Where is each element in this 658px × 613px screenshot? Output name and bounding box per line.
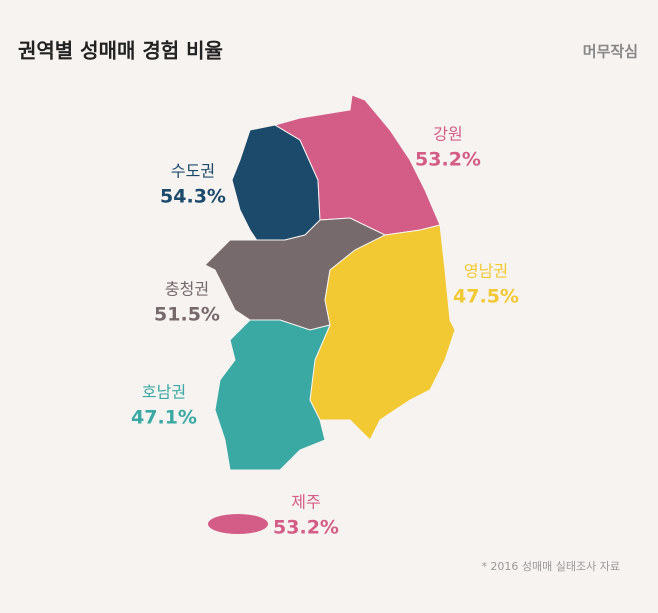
region-name: 수도권	[171, 162, 215, 181]
region-name: 강원	[433, 125, 462, 144]
region-name: 영남권	[464, 262, 508, 281]
region-value: 53.2%	[415, 149, 481, 171]
region-shape	[214, 319, 331, 471]
region-value: 47.5%	[453, 286, 519, 308]
region-name: 호남권	[142, 383, 186, 402]
region-shape	[208, 514, 268, 534]
region-name: 제주	[291, 493, 320, 512]
region-shape	[309, 224, 456, 441]
region-name: 충청권	[165, 280, 209, 299]
region-value: 53.2%	[273, 517, 339, 539]
region-shape	[273, 94, 441, 236]
region-value: 54.3%	[160, 186, 226, 208]
region-value: 47.1%	[131, 407, 197, 429]
logo: 머무작심	[583, 43, 638, 61]
footnote: * 2016 성매매 실태조사 자료	[481, 560, 620, 573]
region-value: 51.5%	[154, 304, 220, 326]
title: 권역별 성매매 경험 비율	[18, 39, 223, 63]
